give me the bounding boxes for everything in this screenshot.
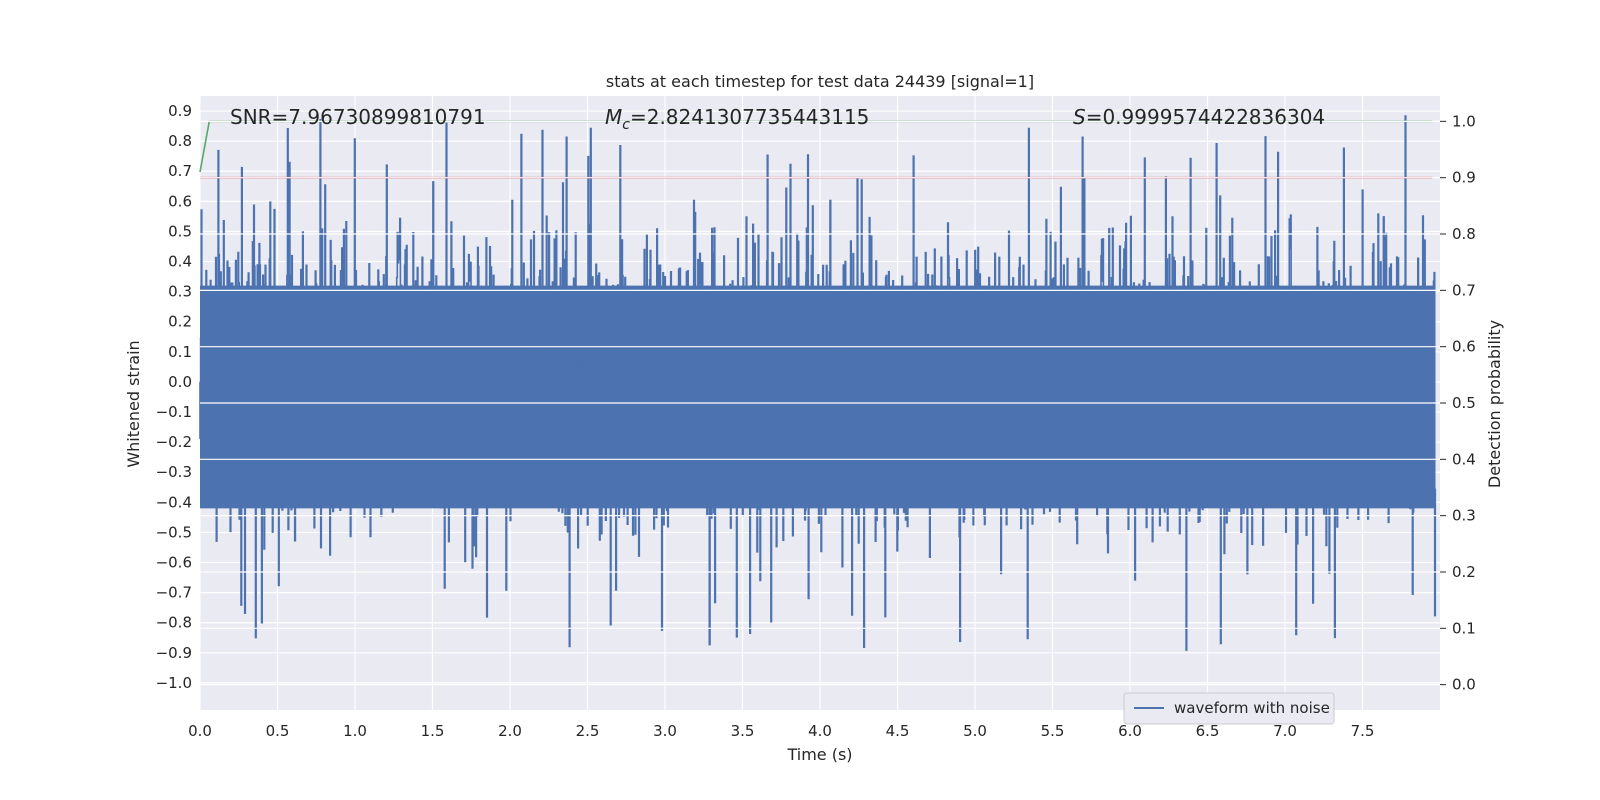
y2-tick-labels: 1.0 0.9 0.8 0.7 0.6 0.5 0.4 0.3 0.2 0.1 0.0 [1440,112,1476,694]
y2-tick-label: 0.7 [1452,281,1476,299]
x-tick-label: 6.5 [1196,722,1220,740]
x-tick-label: 1.0 [343,722,367,740]
y2-tick-label: 0.0 [1452,676,1476,694]
legend-label-waveform: waveform with noise [1174,699,1330,717]
y-tick-label: 0.0 [168,373,192,391]
x-tick-label: 4.0 [808,722,832,740]
chirp-mass-value: =2.8241307735443115 [630,105,869,129]
x-tick-labels: 0.0 0.5 1.0 1.5 2.0 2.5 3.0 3.5 4.0 4.5 5.0 5.5 6.0 6… [188,722,1374,740]
y-tick-label: 0.3 [168,283,192,301]
legend: waveform with noise [1123,692,1335,725]
x-tick-label: 1.5 [421,722,445,740]
y2-tick-label: 1.0 [1452,112,1476,130]
s-symbol: S [1073,105,1086,129]
y-tick-labels: 0.9 0.8 0.7 0.6 0.5 0.4 0.3 0.2 0.1 0.0 −0.1 −0.2 −0… [156,102,192,692]
chirp-mass-annotation: Mc=2.8241307735443115 [605,105,869,133]
y-axis-label: Whitened strain [124,340,143,467]
s-value: =0.9999574422836304 [1086,105,1325,129]
y2-tick-label: 0.5 [1452,394,1476,412]
y2-tick-label: 0.2 [1452,563,1476,581]
y-tick-label: −0.2 [156,433,192,451]
chart-title: stats at each timestep for test data 244… [606,72,1034,91]
y-tick-label: −0.5 [156,523,192,541]
x-tick-label: 7.0 [1273,722,1297,740]
x-tick-label: 5.0 [963,722,987,740]
y-tick-label: 0.7 [168,162,192,180]
x-tick-label: 2.0 [498,722,522,740]
y-tick-label: 0.2 [168,313,192,331]
x-tick-label: 6.0 [1118,722,1142,740]
y2-axis-label: Detection probability [1485,320,1504,488]
y2-tick-label: 0.9 [1452,169,1476,187]
waveform-series [199,115,1437,651]
y2-tick-label: 0.3 [1452,507,1476,525]
y-tick-label: −0.8 [156,614,192,632]
y-tick-label: −0.9 [156,644,192,662]
x-tick-label: 3.0 [653,722,677,740]
chirp-mass-symbol: M [605,105,622,129]
x-axis-label: Time (s) [786,745,852,764]
legend-box [1123,692,1335,725]
y-tick-label: −0.1 [156,403,192,421]
y2-tick-label: 0.6 [1452,338,1476,356]
y-tick-label: −0.3 [156,463,192,481]
x-tick-label: 4.5 [886,722,910,740]
y-tick-label: −1.0 [156,674,192,692]
y2-tick-label: 0.8 [1452,225,1476,243]
y-tick-label: 0.1 [168,343,192,361]
snr-annotation: SNR=7.96730899810791 [230,105,486,129]
x-tick-label: 0.0 [188,722,212,740]
y-tick-label: 0.4 [168,253,192,271]
x-tick-label: 7.5 [1351,722,1375,740]
y-tick-label: 0.5 [168,222,192,240]
right-grid-layer [200,120,1440,686]
y-tick-label: 0.8 [168,132,192,150]
y-tick-label: 0.6 [168,192,192,210]
y-tick-label: −0.4 [156,493,192,511]
x-tick-label: 2.5 [576,722,600,740]
x-tick-label: 3.5 [731,722,755,740]
chirp-mass-subscript: c [622,117,630,133]
y2-tick-label: 0.1 [1452,619,1476,637]
x-tick-label: 5.5 [1041,722,1065,740]
y-tick-label: 0.9 [168,102,192,120]
y2-tick-label: 0.4 [1452,450,1476,468]
s-annotation: S=0.9999574422836304 [1073,105,1325,129]
x-tick-label: 0.5 [266,722,290,740]
waveform-line [199,115,1437,651]
y-tick-label: −0.6 [156,554,192,572]
y-tick-label: −0.7 [156,584,192,602]
